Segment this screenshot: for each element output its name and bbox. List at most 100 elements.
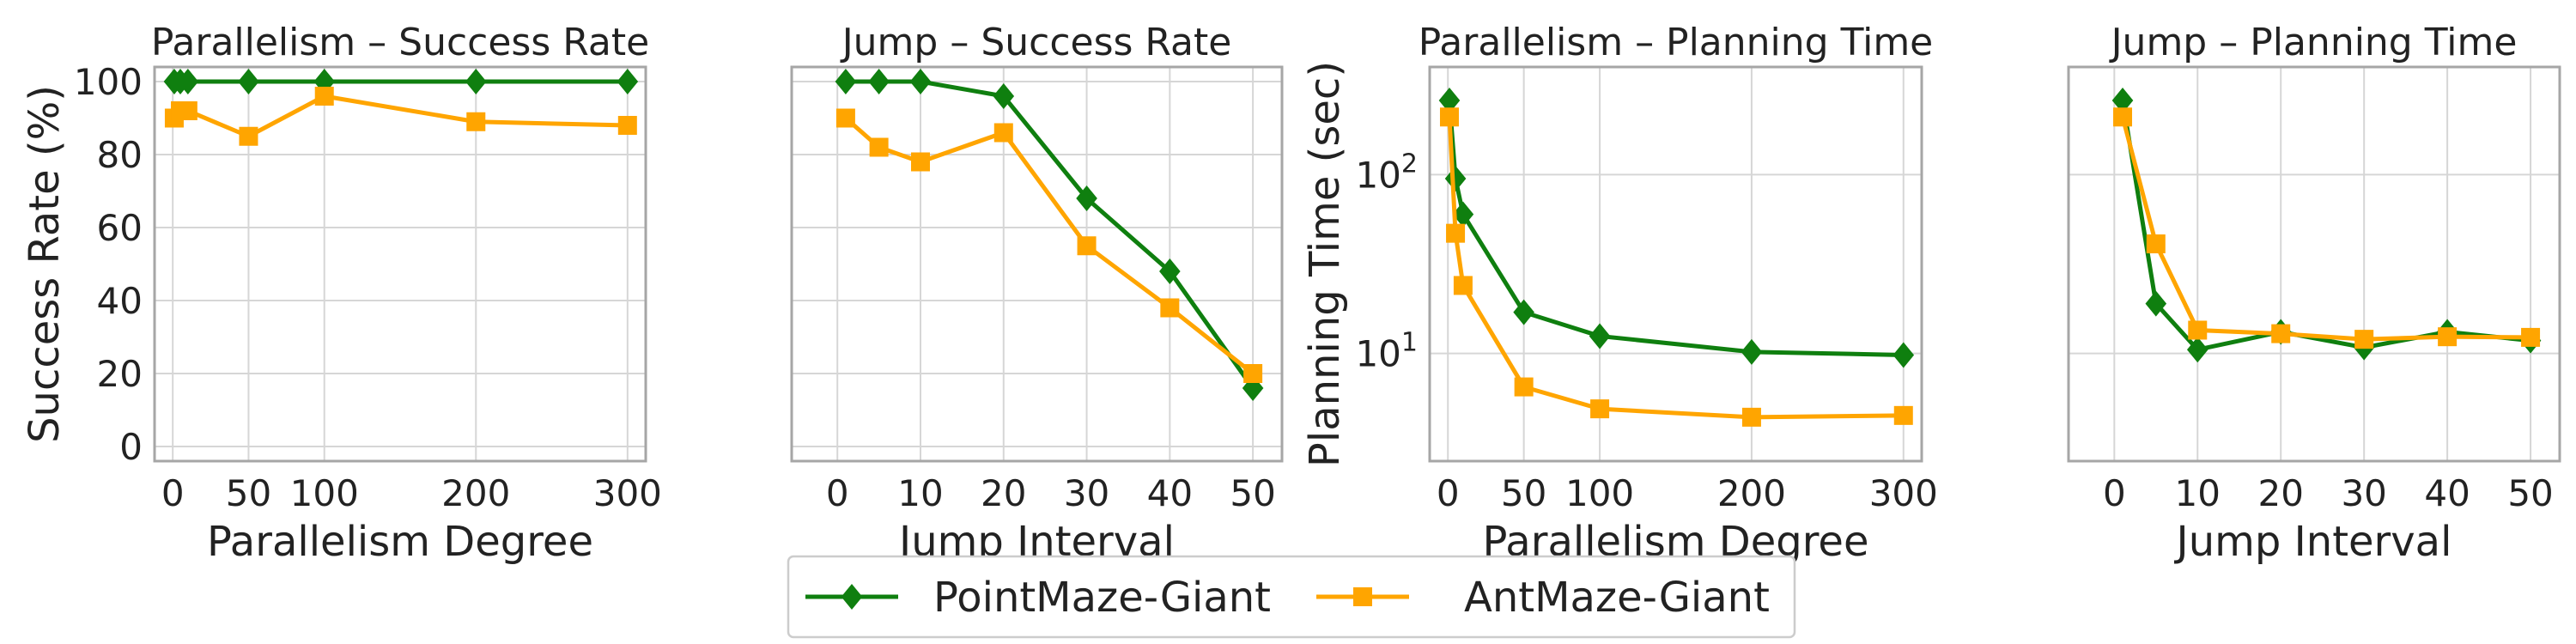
data-point <box>1243 364 1263 383</box>
data-point <box>1446 223 1466 243</box>
data-point <box>617 69 639 94</box>
plot-frame <box>1428 65 1923 463</box>
x-tick-label: 10 <box>897 472 943 514</box>
subplot-4: 0 10 20 30 40 50 Jump – Planning Time Jump Inte… <box>2067 21 2561 566</box>
data-point <box>239 126 258 146</box>
data-point <box>2438 327 2458 347</box>
x-tick-label: 50 <box>2507 472 2553 514</box>
subplot-title: Parallelism – Success Rate <box>151 21 649 64</box>
data-point <box>2111 87 2134 113</box>
data-point <box>1159 258 1181 284</box>
series-line <box>844 116 1255 375</box>
x-tick-label: 50 <box>1501 472 1546 514</box>
legend-box <box>787 555 1796 639</box>
legend-marker <box>1353 587 1372 606</box>
x-tick-label: 0 <box>1437 472 1460 514</box>
data-point <box>1513 299 1534 325</box>
legend-label: PointMaze-Giant <box>933 574 1271 622</box>
data-point <box>1452 201 1474 228</box>
data-point <box>1077 236 1097 256</box>
data-point <box>1438 87 1461 113</box>
data-point <box>2521 327 2541 347</box>
series-PointMaze-Giant <box>2111 87 2542 363</box>
x-tick-label: 200 <box>441 472 510 514</box>
data-point <box>2186 337 2208 363</box>
data-point <box>835 108 855 128</box>
series-AntMaze-Giant <box>2113 107 2541 349</box>
series-line <box>845 79 1255 390</box>
data-point <box>835 69 857 94</box>
series-line <box>2120 116 2531 342</box>
data-point <box>1741 407 1761 427</box>
series-AntMaze-Giant <box>835 108 1263 383</box>
series-line <box>1447 117 1904 420</box>
x-axis-label: Parallelism Degree <box>207 518 593 566</box>
y-tick-label: 80 <box>97 134 143 176</box>
plot-frame <box>790 65 1284 463</box>
data-point <box>1076 185 1097 211</box>
x-tick-label: 100 <box>1565 472 1634 514</box>
x-tick-label: 20 <box>2257 472 2303 514</box>
data-point <box>2271 324 2291 343</box>
series-PointMaze-Giant <box>163 69 639 94</box>
data-point <box>1590 399 1610 419</box>
x-tick-label: 0 <box>161 472 185 514</box>
data-point <box>1741 338 1763 365</box>
x-tick-label: 200 <box>1717 472 1786 514</box>
data-point <box>909 69 932 94</box>
subplot-title: Parallelism – Planning Time <box>1419 21 1934 64</box>
y-tick-label: 20 <box>97 353 143 395</box>
data-point <box>2354 330 2374 349</box>
data-point <box>868 69 890 94</box>
data-point <box>2113 107 2133 127</box>
data-point <box>993 123 1013 143</box>
series-PointMaze-Giant <box>835 69 1264 401</box>
y-tick-label: 0 <box>119 426 143 468</box>
x-tick-label: 40 <box>2424 472 2470 514</box>
data-point <box>911 152 931 172</box>
x-tick-label: 300 <box>593 472 662 514</box>
x-tick-label: 50 <box>1230 472 1275 514</box>
y-axis-label: Planning Time (sec) <box>1301 61 1349 467</box>
y-axis-label: Success Rate (%) <box>21 85 69 443</box>
legend-marker <box>841 584 863 610</box>
legend-item-1: PointMaze-Giant <box>805 574 1271 622</box>
plot-frame <box>2067 65 2561 463</box>
data-point <box>2146 234 2166 254</box>
y-tick-label: 102 <box>1355 149 1418 196</box>
x-tick-label: 30 <box>1064 472 1109 514</box>
data-point <box>2145 290 2167 317</box>
data-point <box>1514 377 1534 397</box>
x-tick-label: 0 <box>2103 472 2126 514</box>
subplot-title: Jump – Planning Time <box>2109 21 2518 64</box>
data-point <box>1893 405 1913 425</box>
legend-item-2: AntMaze-Giant <box>1316 574 1770 622</box>
x-axis-label: Jump Interval <box>2174 518 2452 566</box>
x-tick-label: 300 <box>1869 472 1938 514</box>
x-tick-label: 0 <box>826 472 849 514</box>
x-tick-label: 50 <box>226 472 271 514</box>
series-PointMaze-Giant <box>1438 87 1915 368</box>
data-point <box>1589 323 1611 349</box>
y-tick-label: 40 <box>97 280 143 322</box>
data-point <box>465 69 487 94</box>
series-line <box>2120 100 2531 352</box>
data-point <box>2188 320 2208 340</box>
data-point <box>1160 298 1180 318</box>
data-point <box>869 137 889 157</box>
x-tick-label: 20 <box>981 472 1026 514</box>
data-point <box>617 116 637 135</box>
data-point <box>1453 276 1473 295</box>
subplot-3: 0 50 100 200 300 101 102 Parallelism – Planning… <box>1301 21 1938 566</box>
data-point <box>466 112 486 131</box>
plot-frame <box>153 65 647 463</box>
x-tick-label: 40 <box>1147 472 1193 514</box>
data-point <box>177 69 199 94</box>
y-tick-label: 101 <box>1355 328 1418 375</box>
data-point <box>1439 107 1459 127</box>
legend-label: AntMaze-Giant <box>1464 574 1770 622</box>
legend: PointMaze-Giant AntMaze-Giant <box>787 555 1796 639</box>
